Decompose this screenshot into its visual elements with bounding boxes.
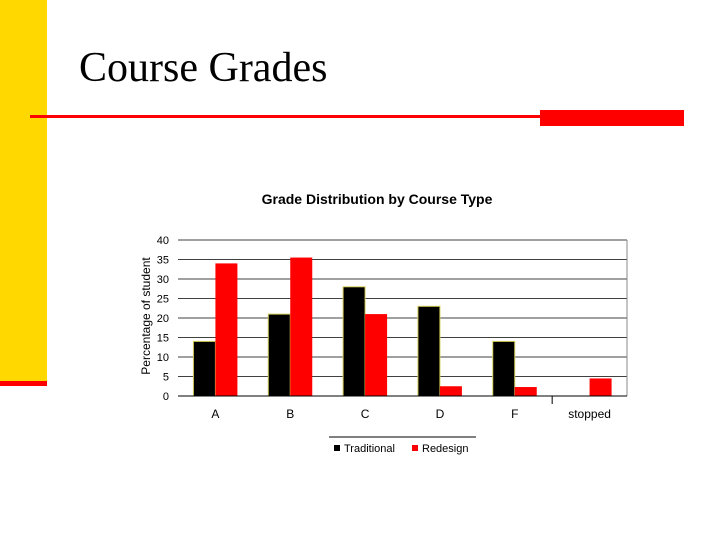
x-tick-label: stopped (568, 407, 611, 421)
left-accent-bar-red-edge (0, 381, 47, 386)
y-tick-label: 15 (157, 333, 169, 345)
y-tick-label: 30 (157, 274, 169, 286)
x-tick-label: A (211, 407, 219, 421)
legend: Traditional Redesign (329, 436, 476, 455)
x-tick-label: C (361, 407, 370, 421)
y-tick-label: 5 (163, 372, 169, 384)
slide-title: Course Grades (79, 45, 328, 91)
bar-traditional-f (492, 340, 516, 397)
bar-redesign-b (290, 257, 313, 396)
left-accent-bar (0, 0, 47, 381)
legend-swatch-redesign (412, 445, 418, 451)
bar-redesign-a (215, 263, 238, 396)
title-underline-rule (30, 115, 540, 118)
legend-swatch-traditional (334, 445, 340, 451)
bar-redesign-f (514, 387, 537, 396)
bar-traditional-c (342, 286, 366, 397)
y-tick-label: 0 (163, 391, 169, 403)
legend-label-traditional: Traditional (344, 443, 395, 455)
gridlines (178, 239, 627, 377)
bar-redesign-stopped (589, 378, 612, 396)
legend-label-redesign: Redesign (422, 443, 468, 455)
x-tick-label: B (286, 407, 294, 421)
x-tick-label: D (436, 407, 445, 421)
title-underline-block (540, 110, 684, 126)
y-tick-label: 10 (157, 352, 169, 364)
y-tick-label: 20 (157, 313, 169, 325)
y-tick-label: 25 (157, 294, 169, 306)
bar-redesign-c (365, 314, 388, 396)
y-tick-label: 40 (157, 235, 169, 247)
bar-redesign-d (439, 386, 462, 396)
bars (192, 257, 612, 397)
bar-traditional-a (192, 340, 216, 397)
y-tick-label: 35 (157, 255, 169, 267)
bar-traditional-b (267, 313, 291, 397)
x-tick-label: F (511, 407, 518, 421)
y-axis-label: Percentage of student (139, 257, 153, 375)
bar-traditional-d (417, 305, 441, 397)
chart-title: Grade Distribution by Course Type (262, 191, 493, 207)
